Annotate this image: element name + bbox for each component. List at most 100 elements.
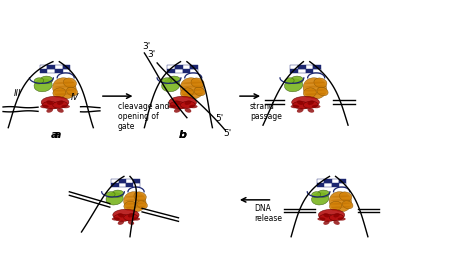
Bar xyxy=(47,69,55,73)
Ellipse shape xyxy=(40,105,49,108)
Ellipse shape xyxy=(331,203,350,205)
Text: a: a xyxy=(51,130,59,140)
Ellipse shape xyxy=(174,108,181,113)
Ellipse shape xyxy=(170,101,187,109)
Bar xyxy=(182,69,190,73)
Ellipse shape xyxy=(314,78,327,88)
Ellipse shape xyxy=(333,220,340,225)
Ellipse shape xyxy=(319,214,336,221)
Ellipse shape xyxy=(317,87,328,96)
Ellipse shape xyxy=(339,192,352,201)
Bar xyxy=(339,180,346,183)
Text: b: b xyxy=(179,130,187,140)
Bar xyxy=(313,69,321,73)
Ellipse shape xyxy=(185,100,191,105)
Ellipse shape xyxy=(62,105,70,108)
Ellipse shape xyxy=(137,201,147,209)
Bar xyxy=(118,180,126,183)
Ellipse shape xyxy=(342,201,353,209)
Bar xyxy=(40,65,47,69)
Bar xyxy=(190,69,198,73)
Bar xyxy=(306,69,313,73)
Ellipse shape xyxy=(125,206,145,208)
Ellipse shape xyxy=(291,105,299,108)
Text: a: a xyxy=(54,130,61,140)
Ellipse shape xyxy=(46,100,53,105)
Ellipse shape xyxy=(41,96,69,108)
Bar xyxy=(324,183,331,187)
Ellipse shape xyxy=(297,108,303,113)
Ellipse shape xyxy=(54,82,74,84)
Ellipse shape xyxy=(112,190,124,197)
Text: 5': 5' xyxy=(216,114,224,123)
Text: 3': 3' xyxy=(148,50,156,59)
Bar xyxy=(339,183,346,187)
Ellipse shape xyxy=(331,206,350,208)
Bar xyxy=(175,69,182,73)
Ellipse shape xyxy=(305,89,325,91)
Bar xyxy=(317,183,324,187)
Bar xyxy=(111,183,118,187)
Ellipse shape xyxy=(53,101,68,108)
Ellipse shape xyxy=(293,101,310,109)
Bar xyxy=(290,69,298,73)
Ellipse shape xyxy=(118,220,124,225)
Text: III: III xyxy=(14,89,21,98)
Ellipse shape xyxy=(118,213,124,217)
Ellipse shape xyxy=(331,199,350,201)
Ellipse shape xyxy=(180,101,195,108)
Ellipse shape xyxy=(64,78,76,88)
Ellipse shape xyxy=(284,79,303,92)
Ellipse shape xyxy=(40,76,53,84)
Ellipse shape xyxy=(318,190,329,197)
Ellipse shape xyxy=(319,209,345,221)
Ellipse shape xyxy=(54,85,74,88)
Bar xyxy=(40,69,47,73)
Ellipse shape xyxy=(303,101,318,108)
Ellipse shape xyxy=(66,87,78,96)
Ellipse shape xyxy=(128,220,134,225)
Ellipse shape xyxy=(134,192,146,201)
Ellipse shape xyxy=(311,192,321,198)
Ellipse shape xyxy=(46,108,53,113)
Ellipse shape xyxy=(311,193,329,205)
Ellipse shape xyxy=(333,213,340,217)
Ellipse shape xyxy=(323,213,329,217)
Ellipse shape xyxy=(54,89,74,91)
Ellipse shape xyxy=(182,85,202,88)
Ellipse shape xyxy=(303,78,327,99)
Bar xyxy=(133,183,140,187)
Ellipse shape xyxy=(34,78,44,84)
Ellipse shape xyxy=(113,209,139,221)
Ellipse shape xyxy=(303,88,316,98)
Ellipse shape xyxy=(331,195,350,198)
Ellipse shape xyxy=(112,217,120,221)
Ellipse shape xyxy=(54,93,74,95)
Ellipse shape xyxy=(128,213,134,217)
Ellipse shape xyxy=(124,201,136,211)
Bar xyxy=(175,65,182,69)
Ellipse shape xyxy=(125,195,145,198)
Ellipse shape xyxy=(132,217,140,221)
Bar xyxy=(324,180,331,183)
Ellipse shape xyxy=(57,108,64,113)
Ellipse shape xyxy=(124,214,138,221)
Bar xyxy=(47,65,55,69)
Bar xyxy=(313,65,321,69)
Ellipse shape xyxy=(53,88,66,98)
Ellipse shape xyxy=(124,192,146,212)
Ellipse shape xyxy=(42,101,59,109)
Ellipse shape xyxy=(114,214,130,221)
Ellipse shape xyxy=(305,85,325,88)
Text: IV: IV xyxy=(71,93,79,102)
Bar xyxy=(167,65,175,69)
Bar xyxy=(290,65,298,69)
Ellipse shape xyxy=(291,76,303,84)
Bar xyxy=(317,180,324,183)
Ellipse shape xyxy=(329,201,342,211)
Bar xyxy=(133,180,140,183)
Ellipse shape xyxy=(125,199,145,201)
Ellipse shape xyxy=(34,79,52,92)
Bar xyxy=(331,180,339,183)
Ellipse shape xyxy=(318,217,326,221)
